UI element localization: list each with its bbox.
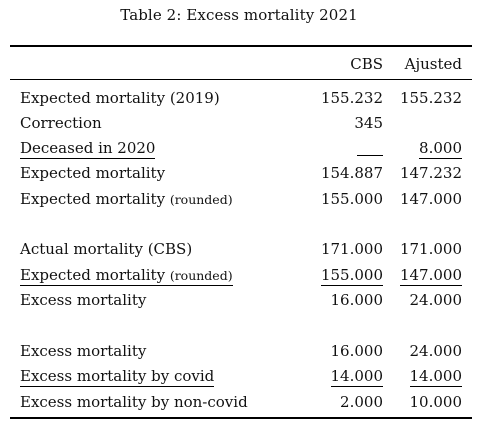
row-label: Expected mortality (rounded): [20, 266, 233, 286]
adjusted-value: 14.000: [409, 367, 462, 387]
column-header-cbs: CBS: [350, 55, 383, 73]
table-caption: Table 2: Excess mortality 2021: [120, 6, 358, 24]
cbs-value: 154.887: [320, 164, 383, 182]
row-label: Actual mortality (CBS): [20, 240, 193, 258]
adjusted-value: 155.232: [399, 89, 462, 107]
adjusted-value: 10.000: [409, 393, 463, 411]
table-row: Actual mortality (CBS) 171.000 171.000: [0, 240, 478, 262]
table-row: Excess mortality 16.000 24.000: [0, 291, 478, 313]
cbs-value: 14.000: [330, 367, 383, 387]
adjusted-value: 147.000: [399, 266, 462, 286]
adjusted-value: 147.232: [399, 164, 462, 182]
header-rule: [10, 79, 472, 80]
row-label: Correction: [20, 114, 102, 132]
table-row: Excess mortality 16.000 24.000: [0, 342, 478, 364]
table-row: Excess mortality by non-covid 2.000 10.0…: [0, 393, 478, 415]
bottom-rule: [10, 417, 472, 419]
cbs-value: 16.000: [330, 342, 384, 360]
cbs-value: 16.000: [330, 291, 384, 309]
adjusted-value: 147.000: [399, 190, 462, 208]
cbs-value-blank: [357, 139, 383, 157]
cbs-value: 155.000: [320, 266, 383, 286]
row-label: Expected mortality (rounded): [20, 190, 233, 208]
adjusted-value: 24.000: [409, 342, 463, 360]
table-row: Correction 345: [0, 114, 478, 136]
adjusted-value: 24.000: [409, 291, 463, 309]
adjusted-value: 171.000: [399, 240, 462, 258]
top-rule: [10, 45, 472, 47]
blank-underline: [357, 139, 383, 156]
row-label: Excess mortality: [20, 342, 147, 360]
cbs-value: 155.000: [320, 190, 383, 208]
table-row: Excess mortality by covid 14.000 14.000: [0, 367, 478, 389]
table-row: Expected mortality (rounded) 155.000 147…: [0, 190, 478, 212]
cbs-value: 171.000: [320, 240, 383, 258]
table-row: Deceased in 2020 8.000: [0, 139, 478, 161]
row-label: Excess mortality by covid: [20, 367, 215, 387]
adjusted-value: 8.000: [419, 139, 462, 159]
table-row: Expected mortality 154.887 147.232: [0, 164, 478, 186]
cbs-value: 2.000: [340, 393, 383, 411]
table-row: Expected mortality (2019) 155.232 155.23…: [0, 89, 478, 111]
cbs-value: 155.232: [320, 89, 383, 107]
column-header-adjusted: Ajusted: [404, 55, 462, 73]
cbs-value: 345: [354, 114, 383, 132]
row-label: Deceased in 2020: [20, 139, 156, 159]
row-label: Excess mortality: [20, 291, 147, 309]
row-label: Expected mortality: [20, 164, 166, 182]
table-row: Expected mortality (rounded) 155.000 147…: [0, 266, 478, 288]
row-label: Expected mortality (2019): [20, 89, 220, 107]
row-label: Excess mortality by non-covid: [20, 393, 248, 411]
